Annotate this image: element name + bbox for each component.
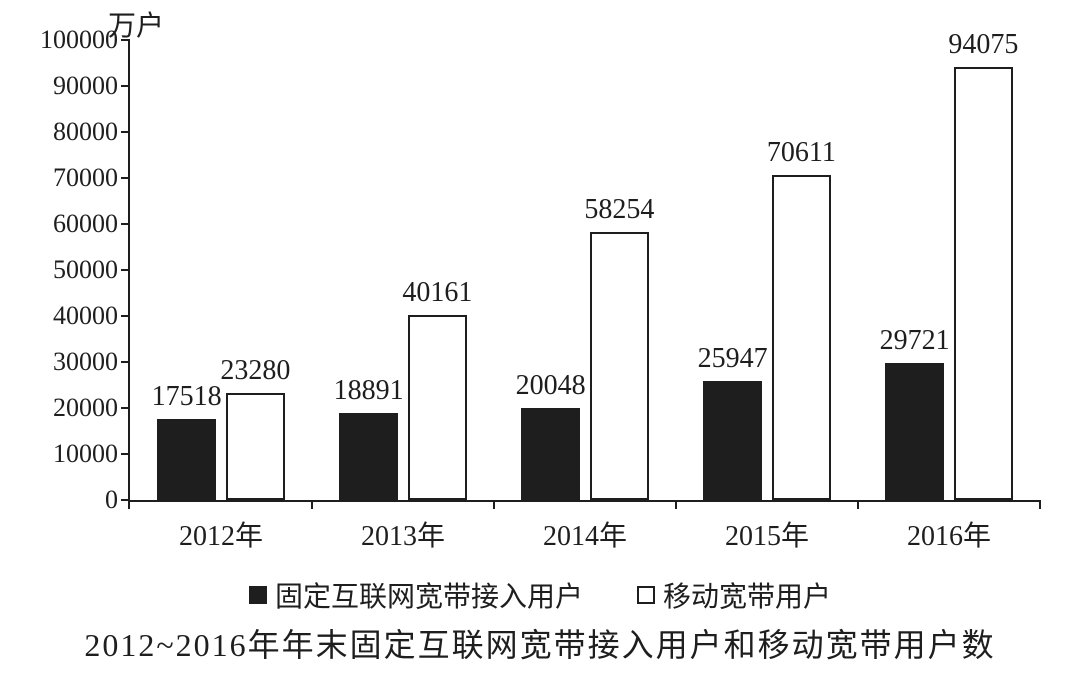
bar-chart: 万户 0100002000030000400005000060000700008… bbox=[0, 0, 1080, 676]
fixed-bar bbox=[885, 363, 944, 500]
y-tick-mark bbox=[121, 39, 130, 41]
mobile-value-label: 70611 bbox=[767, 137, 836, 169]
legend-label: 移动宽带用户 bbox=[663, 575, 831, 615]
y-tick-mark bbox=[121, 223, 130, 225]
legend-label: 固定互联网宽带接入用户 bbox=[275, 575, 583, 615]
y-tick-label: 50000 bbox=[53, 255, 130, 285]
fixed-value-label: 20048 bbox=[516, 370, 586, 402]
x-category-label: 2012年 bbox=[179, 500, 263, 554]
mobile-value-label: 58254 bbox=[584, 194, 654, 226]
y-tick-label: 10000 bbox=[53, 439, 130, 469]
fixed-value-label: 25947 bbox=[698, 343, 768, 375]
y-tick-mark bbox=[121, 453, 130, 455]
x-tick-mark bbox=[311, 500, 313, 509]
y-tick-mark bbox=[121, 361, 130, 363]
y-tick-label: 20000 bbox=[53, 393, 130, 423]
x-category-label: 2016年 bbox=[907, 500, 991, 554]
mobile-value-label: 40161 bbox=[402, 277, 472, 309]
y-tick-label: 100000 bbox=[40, 25, 130, 55]
fixed-value-label: 18891 bbox=[334, 375, 404, 407]
y-tick-label: 70000 bbox=[53, 163, 130, 193]
legend-item-mobile: 移动宽带用户 bbox=[637, 575, 831, 615]
fixed-bar bbox=[339, 413, 398, 500]
x-tick-mark bbox=[857, 500, 859, 509]
mobile-value-label: 94075 bbox=[948, 29, 1018, 61]
x-tick-mark bbox=[1039, 500, 1041, 509]
y-tick-mark bbox=[121, 131, 130, 133]
y-tick-label: 80000 bbox=[53, 117, 130, 147]
mobile-value-label: 23280 bbox=[220, 355, 290, 387]
mobile-bar bbox=[590, 232, 649, 500]
legend: 固定互联网宽带接入用户 移动宽带用户 bbox=[0, 575, 1080, 615]
y-tick-mark bbox=[121, 315, 130, 317]
legend-item-fixed: 固定互联网宽带接入用户 bbox=[249, 575, 583, 615]
mobile-bar bbox=[408, 315, 467, 500]
x-tick-mark bbox=[128, 500, 130, 509]
legend-swatch-fixed bbox=[249, 586, 267, 604]
y-tick-label: 30000 bbox=[53, 347, 130, 377]
x-tick-mark bbox=[675, 500, 677, 509]
chart-caption: 2012~2016年年末固定互联网宽带接入用户和移动宽带用户数 bbox=[0, 620, 1080, 666]
x-category-label: 2014年 bbox=[543, 500, 627, 554]
y-tick-mark bbox=[121, 407, 130, 409]
y-tick-mark bbox=[121, 269, 130, 271]
x-tick-mark bbox=[493, 500, 495, 509]
y-tick-label: 40000 bbox=[53, 301, 130, 331]
fixed-bar bbox=[703, 381, 762, 500]
x-category-label: 2013年 bbox=[361, 500, 445, 554]
mobile-bar bbox=[772, 175, 831, 500]
plot-area: 0100002000030000400005000060000700008000… bbox=[128, 40, 1040, 502]
fixed-value-label: 29721 bbox=[880, 325, 950, 357]
mobile-bar bbox=[226, 393, 285, 500]
y-tick-label: 90000 bbox=[53, 71, 130, 101]
y-tick-mark bbox=[121, 177, 130, 179]
fixed-value-label: 17518 bbox=[152, 381, 222, 413]
legend-swatch-mobile bbox=[637, 586, 655, 604]
x-category-label: 2015年 bbox=[725, 500, 809, 554]
y-tick-label: 60000 bbox=[53, 209, 130, 239]
fixed-bar bbox=[157, 419, 216, 500]
y-tick-mark bbox=[121, 85, 130, 87]
fixed-bar bbox=[521, 408, 580, 500]
mobile-bar bbox=[954, 67, 1013, 500]
